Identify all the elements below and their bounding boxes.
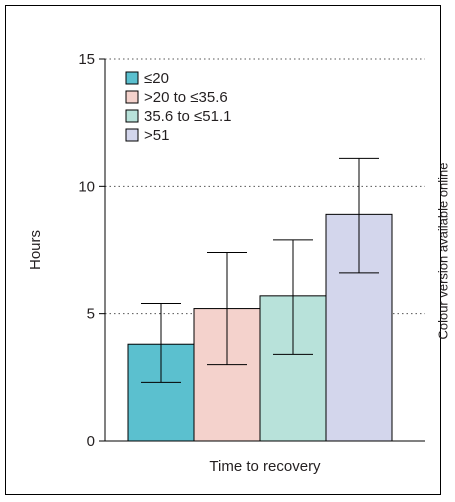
legend-label: >51 xyxy=(144,127,169,144)
figure-frame xyxy=(5,5,441,495)
legend-swatch xyxy=(125,109,139,123)
y-tick-label: 0 xyxy=(87,433,95,450)
legend-label: 35.6 to ≤51.1 xyxy=(144,108,231,125)
x-axis-label: Time to recovery xyxy=(209,458,321,475)
y-tick-label: 5 xyxy=(87,306,95,323)
legend-swatch xyxy=(125,128,139,142)
legend-swatch xyxy=(125,71,139,85)
legend-label: >20 to ≤35.6 xyxy=(144,89,228,106)
legend-swatch xyxy=(125,90,139,104)
y-tick-label: 15 xyxy=(78,51,95,68)
side-note-text: Colour version available online xyxy=(435,162,451,340)
y-tick-label: 10 xyxy=(78,178,95,195)
y-axis-label: Hours xyxy=(27,230,44,270)
legend-label: ≤20 xyxy=(144,70,169,87)
